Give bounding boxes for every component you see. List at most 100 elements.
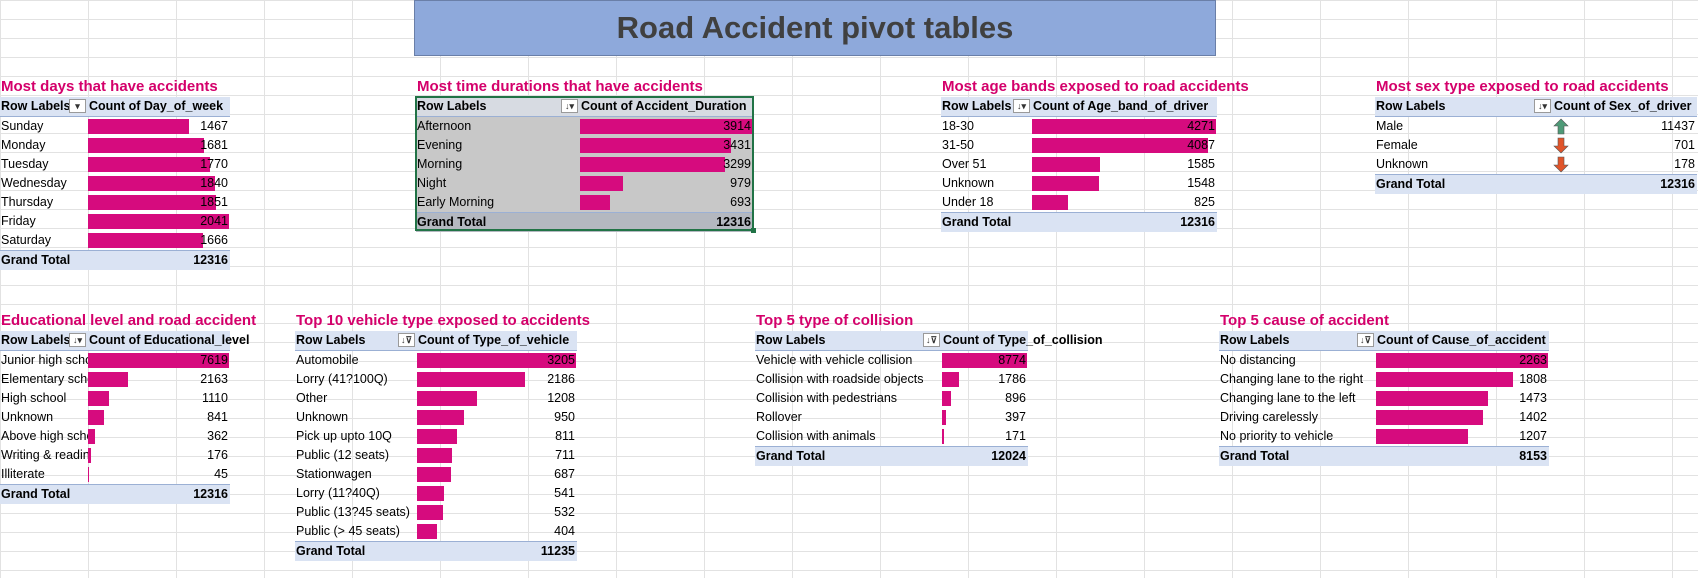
value-cell[interactable]: 701 [1552,136,1697,155]
value-cell[interactable]: 896 [941,389,1028,408]
pivot-table-education[interactable]: Row Labels ↓▾ Count of Educational_level Ju… [0,331,249,504]
value-cell[interactable]: 1585 [1031,155,1217,174]
table-row[interactable]: No distancing 2263 [1219,351,1549,370]
table-row[interactable]: Sunday 1467 [0,117,230,136]
value-cell[interactable]: 541 [416,484,577,503]
table-row[interactable]: Junior high school 7619 [0,351,230,370]
table-row[interactable]: No priority to vehicle 1207 [1219,427,1549,446]
sort-desc-icon[interactable]: ↓▾ [1534,99,1551,113]
table-row[interactable]: Tuesday 1770 [0,155,230,174]
table-row[interactable]: Thursday 1851 [0,193,230,212]
row-labels-header[interactable]: Row Labels [1376,99,1446,113]
value-cell[interactable]: 979 [579,174,753,193]
table-row[interactable]: Illiterate 45 [0,465,230,484]
value-cell[interactable]: 532 [416,503,577,522]
value-cell[interactable]: 1207 [1375,427,1549,446]
table-row[interactable]: Morning 3299 [416,155,753,174]
table-row[interactable]: Friday 2041 [0,212,230,231]
table-row[interactable]: Automobile 3205 [295,351,577,370]
value-cell[interactable]: 3299 [579,155,753,174]
table-row[interactable]: Night 979 [416,174,753,193]
value-header-cell[interactable]: Count of Day_of_week [87,97,230,116]
table-row[interactable]: Elementary school 2163 [0,370,230,389]
value-cell[interactable]: 1110 [87,389,230,408]
grand-total-row[interactable]: Grand Total 12316 [1375,174,1697,194]
row-labels-header[interactable]: Row Labels [1220,333,1290,347]
grand-total-row[interactable]: Grand Total 8153 [1219,446,1549,466]
table-row[interactable]: Changing lane to the left 1473 [1219,389,1549,408]
table-row[interactable]: 31-50 4087 [941,136,1217,155]
table-row[interactable]: Wednesday 1840 [0,174,230,193]
value-cell[interactable]: 2186 [416,370,577,389]
table-row[interactable]: Stationwagen 687 [295,465,577,484]
pivot-table-sex[interactable]: Row Labels ↓▾ Count of Sex_of_driver Male 11… [1375,97,1697,194]
value-cell[interactable]: 1770 [87,155,230,174]
value-cell[interactable]: 362 [87,427,230,446]
grand-total-row[interactable]: Grand Total 12316 [0,484,230,504]
table-row[interactable]: Collision with animals 171 [755,427,1028,446]
table-row[interactable]: Public (13?45 seats) 532 [295,503,577,522]
table-row[interactable]: Lorry (41?100Q) 2186 [295,370,577,389]
table-row[interactable]: Public (12 seats) 711 [295,446,577,465]
table-row[interactable]: Public (> 45 seats) 404 [295,522,577,541]
table-row[interactable]: Changing lane to the right 1808 [1219,370,1549,389]
value-cell[interactable]: 2163 [87,370,230,389]
grand-total-row[interactable]: Grand Total 12316 [0,250,230,270]
table-row[interactable]: Early Morning 693 [416,193,753,212]
value-cell[interactable]: 1208 [416,389,577,408]
sort-filter-icon[interactable]: ↓⊽ [398,333,415,347]
value-cell[interactable]: 3431 [579,136,753,155]
table-row[interactable]: 18-30 4271 [941,117,1217,136]
value-cell[interactable]: 2041 [87,212,230,231]
value-header-cell[interactable]: Count of Age_band_of_driver [1031,97,1217,116]
sort-desc-icon[interactable]: ↓▾ [561,99,578,113]
table-row[interactable]: Unknown 841 [0,408,230,427]
row-labels-header[interactable]: Row Labels [756,333,826,347]
table-row[interactable]: Unknown 178 [1375,155,1697,174]
value-cell[interactable]: 11437 [1552,117,1697,136]
row-labels-header[interactable]: Row Labels [417,99,487,113]
value-cell[interactable]: 2263 [1375,351,1549,370]
value-cell[interactable]: 4271 [1031,117,1217,136]
value-cell[interactable]: 3205 [416,351,577,370]
value-cell[interactable]: 171 [941,427,1028,446]
table-row[interactable]: Female 701 [1375,136,1697,155]
value-cell[interactable]: 841 [87,408,230,427]
sort-filter-icon[interactable]: ↓⊽ [1357,333,1374,347]
value-cell[interactable]: 1473 [1375,389,1549,408]
value-cell[interactable]: 3914 [579,117,753,136]
value-cell[interactable]: 8774 [941,351,1028,370]
value-cell[interactable]: 397 [941,408,1028,427]
row-labels-header[interactable]: Row Labels [1,333,69,347]
value-cell[interactable]: 693 [579,193,753,212]
value-cell[interactable]: 1681 [87,136,230,155]
pivot-table-vehicle[interactable]: Row Labels ↓⊽ Count of Type_of_vehicle Auto… [295,331,577,561]
value-cell[interactable]: 950 [416,408,577,427]
value-cell[interactable]: 1467 [87,117,230,136]
row-labels-header[interactable]: Row Labels [1,99,69,113]
table-row[interactable]: Writing & reading 176 [0,446,230,465]
sort-filter-icon[interactable]: ↓⊽ [923,333,940,347]
value-header-cell[interactable]: Count of Type_of_collision [941,331,1103,350]
table-row[interactable]: Monday 1681 [0,136,230,155]
table-row[interactable]: Collision with roadside objects 1786 [755,370,1028,389]
table-row[interactable]: Unknown 950 [295,408,577,427]
sheet-title-banner[interactable]: Road Accident pivot tables [414,0,1216,56]
value-cell[interactable]: 1666 [87,231,230,250]
value-header-cell[interactable]: Count of Educational_level [87,331,249,350]
pivot-table-collision[interactable]: Row Labels ↓⊽ Count of Type_of_collision Ve… [755,331,1103,466]
table-row[interactable]: Unknown 1548 [941,174,1217,193]
value-cell[interactable]: 1786 [941,370,1028,389]
table-row[interactable]: High school 1110 [0,389,230,408]
value-header-cell[interactable]: Count of Sex_of_driver [1552,97,1697,116]
value-header-cell[interactable]: Count of Cause_of_accident [1375,331,1549,350]
value-cell[interactable]: 176 [87,446,230,465]
table-row[interactable]: Driving carelessly 1402 [1219,408,1549,427]
row-labels-header[interactable]: Row Labels [296,333,366,347]
value-cell[interactable]: 1402 [1375,408,1549,427]
table-row[interactable]: Afternoon 3914 [416,117,753,136]
row-labels-header[interactable]: Row Labels [942,99,1012,113]
sort-desc-icon[interactable]: ↓▾ [1013,99,1030,113]
table-row[interactable]: Saturday 1666 [0,231,230,250]
value-cell[interactable]: 4087 [1031,136,1217,155]
